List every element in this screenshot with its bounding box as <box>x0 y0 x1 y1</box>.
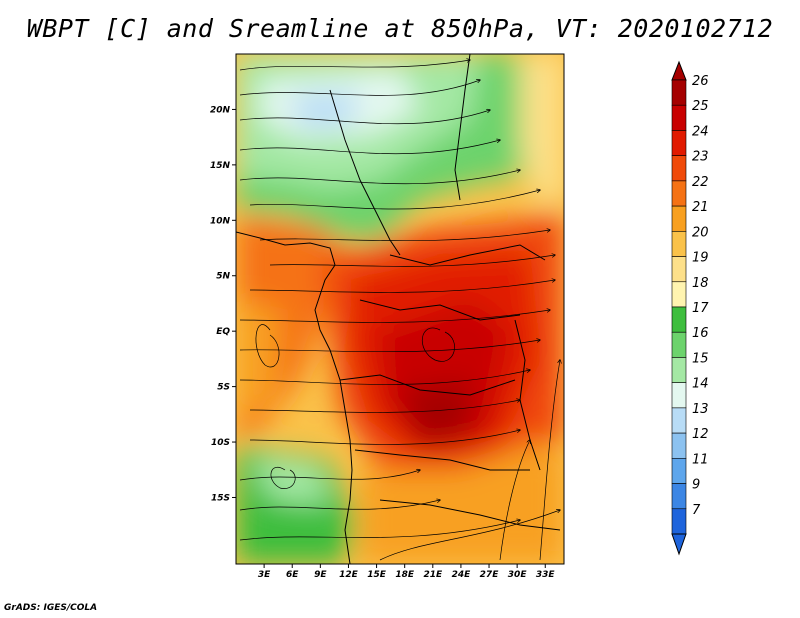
lat-tick-label: EQ <box>216 327 230 337</box>
colorbar-label: 24 <box>692 124 709 139</box>
grads-credit: GrADS: IGES/COLA <box>4 603 98 613</box>
colorbar-label: 13 <box>692 402 709 417</box>
lat-tick-label: 15S <box>211 493 230 503</box>
lat-tick-label: 20N <box>210 105 231 115</box>
lon-axis: 3E 6E 9E 12E 15E 18E 21E 24E 27E 30E 33E <box>258 564 556 580</box>
colorbar-label: 11 <box>692 452 709 467</box>
colorbar-label: 20 <box>692 225 709 240</box>
lat-axis: 20N 15N 10N 5N EQ 5S 10S 15S <box>210 105 236 503</box>
lon-tick-label: 6E <box>286 570 299 580</box>
lon-tick-label: 21E <box>423 570 443 580</box>
lon-tick-label: 18E <box>395 570 415 580</box>
colorbar-label: 23 <box>692 150 709 165</box>
colorbar-swatch <box>671 205 687 232</box>
colorbar-label: 26 <box>692 74 709 89</box>
colorbar-label: 25 <box>692 99 709 114</box>
colorbar-swatch <box>671 281 687 308</box>
colorbar-swatch <box>671 155 687 182</box>
colorbar-swatch <box>671 104 687 131</box>
colorbar-label: 16 <box>692 326 709 341</box>
lon-tick-label: 3E <box>258 570 271 580</box>
colorbar-swatch <box>671 458 687 484</box>
colorbar-label: 17 <box>692 301 709 316</box>
colorbar-label: 7 <box>692 503 701 518</box>
colorbar-label: 9 <box>692 478 700 493</box>
lat-tick-label: 10S <box>211 438 230 448</box>
lon-tick-label: 15E <box>367 570 387 580</box>
lat-tick-label: 5S <box>217 383 230 393</box>
colorbar-label: 12 <box>692 427 709 442</box>
map-title: WBPT [C] and Sreamline at 850hPa, VT: 20… <box>26 14 774 43</box>
lat-tick-label: 15N <box>210 161 231 171</box>
colorbar-swatch <box>671 407 687 434</box>
colorbar-label: 15 <box>692 351 709 366</box>
colorbar-swatch <box>671 382 687 409</box>
colorbar-label: 14 <box>692 377 709 392</box>
lat-tick-label: 10N <box>210 216 231 226</box>
colorbar-swatch <box>671 508 687 535</box>
colorbar-label: 21 <box>692 200 709 215</box>
colorbar-swatch <box>671 483 687 510</box>
colorbar-label: 19 <box>692 251 709 266</box>
colorbar-swatch <box>671 231 687 257</box>
lat-tick-label: 5N <box>216 272 230 282</box>
colorbar-swatch <box>671 130 687 156</box>
colorbar-swatch <box>671 357 687 383</box>
lon-tick-label: 12E <box>339 570 359 580</box>
colorbar-over-arrow <box>671 60 687 81</box>
colorbar-swatch <box>671 331 687 358</box>
colorbar-swatch <box>671 432 687 459</box>
lon-tick-label: 24E <box>452 570 472 580</box>
lon-tick-label: 30E <box>508 570 528 580</box>
colorbar: 26 25 24 23 22 21 20 19 18 17 16 15 14 13 12 11 9 7 <box>671 60 709 556</box>
plot-frame <box>235 53 565 565</box>
lon-tick-label: 27E <box>480 570 500 580</box>
wbpt-shading <box>236 54 564 564</box>
colorbar-label: 22 <box>692 175 709 190</box>
colorbar-swatch <box>671 306 687 333</box>
colorbar-swatch <box>671 79 687 106</box>
streamlines <box>239 60 560 561</box>
coastlines-borders <box>236 54 561 564</box>
colorbar-label: 18 <box>692 276 709 291</box>
colorbar-swatch <box>671 256 687 283</box>
colorbar-under-arrow <box>671 533 687 556</box>
lon-tick-label: 9E <box>314 570 327 580</box>
colorbar-swatch <box>671 180 687 207</box>
lon-tick-label: 33E <box>536 570 556 580</box>
